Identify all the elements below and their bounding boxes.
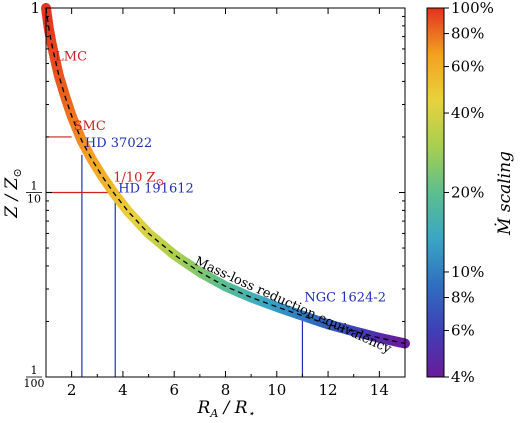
y-tick-label-num: 1 [31,364,38,377]
colorbar-tick-label: 6% [451,322,475,340]
colorbar-ticks: 4% 6% 8% 10% 20% 40% 60% 80% 100% [444,0,494,386]
reference-labels: LMC SMC HD 37022 1/10 Z⊙HD 191612 NGC 1624-2 [55,50,386,306]
reference-label: 1/10 Z⊙ [113,171,164,189]
reference-label: SMC [74,119,106,134]
colorbar-tick-label: 4% [451,368,475,386]
x-tick-label: 14 [370,381,389,399]
colorbar-tick-label: 60% [451,58,484,76]
x-tick-label: 8 [221,381,231,399]
colorbar [426,7,445,378]
x-tick-label: 4 [118,381,128,399]
y-tick-label: 1 [30,0,40,17]
y-axis-label-sub: ⊙ [11,168,24,177]
reference-label: LMC [55,50,87,65]
y-tick-label-den: 100 [24,377,45,390]
colorbar-tick-label: 80% [451,25,484,43]
y-tick-label-den: 10 [27,193,41,206]
colorbar-tick-label: 8% [451,289,475,307]
x-axis-label-num-sub: A [209,407,218,420]
y-axis-label-num: Z / Z [2,176,22,218]
reference-label-sub: ⊙ [156,178,164,189]
colorbar-tick-label: 100% [451,0,494,17]
x-axis-label: RA / R⋆ [197,398,255,420]
x-tick-label: 2 [67,381,77,399]
x-axis-label-slash: / R [218,398,248,418]
reference-label: HD 191612 [118,182,194,197]
colorbar-tick-label: 20% [451,184,484,202]
reference-lines [46,136,304,377]
colorbar-label: Ṁ scaling [494,151,515,236]
y-axis-label: Z / Z⊙ [2,168,24,218]
x-axis-label-num: R [197,398,211,418]
x-tick-label: 10 [267,381,286,399]
x-tick-label: 12 [319,381,338,399]
x-axis-label-den-sub: ⋆ [248,407,255,420]
x-tick-label: 6 [169,381,179,399]
equivalency-curve [45,7,406,345]
x-axis-ticks: 2 4 6 8 10 12 14 [45,8,406,399]
reference-label: HD 37022 [85,136,152,151]
y-tick-label-num: 1 [31,180,38,193]
equivalency-annotation: Mass-loss reduction equivalency [192,254,394,357]
reference-label: NGC 1624-2 [304,291,386,306]
colorbar-tick-label: 40% [451,104,484,122]
colorbar-tick-label: 10% [451,263,484,281]
